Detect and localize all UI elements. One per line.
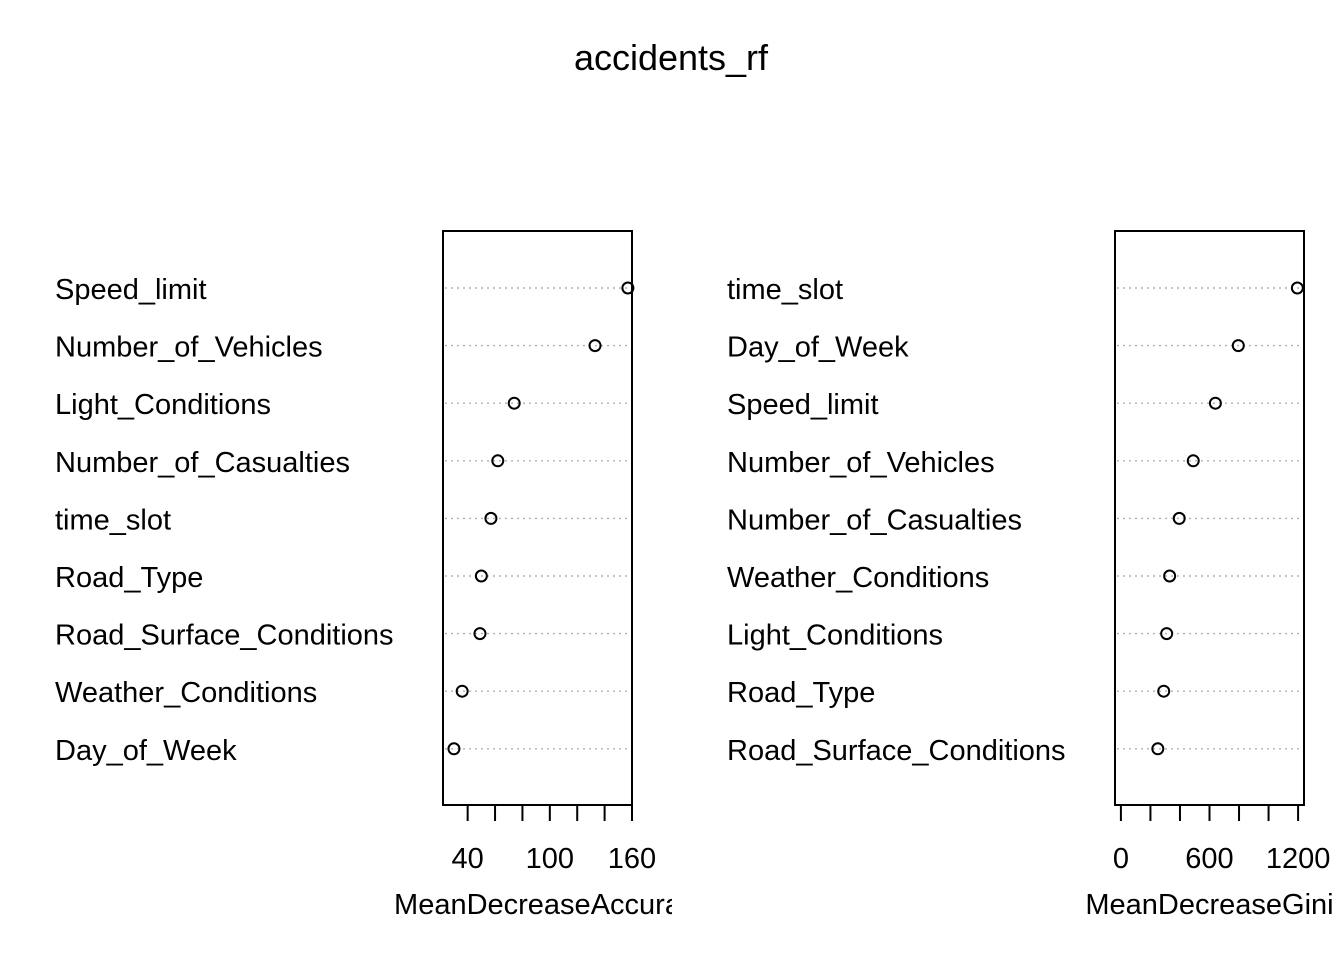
data-point bbox=[507, 396, 521, 410]
chart-title: accidents_rf bbox=[574, 37, 769, 78]
data-point bbox=[1186, 454, 1200, 468]
x-tick-label: 0 bbox=[1113, 843, 1129, 875]
plot-frame bbox=[442, 230, 633, 806]
variable-label: Number_of_Vehicles bbox=[55, 332, 323, 364]
x-axis-title: MeanDecreaseAccura bbox=[394, 889, 682, 921]
variable-label: time_slot bbox=[727, 274, 843, 306]
data-point bbox=[1208, 396, 1222, 410]
x-tick-label: 100 bbox=[526, 843, 574, 875]
variable-label: Road_Surface_Conditions bbox=[55, 620, 394, 652]
data-point bbox=[621, 281, 635, 295]
variable-label: Number_of_Casualties bbox=[55, 447, 350, 479]
variable-label: Speed_limit bbox=[55, 274, 207, 306]
variable-label: Weather_Conditions bbox=[727, 562, 989, 594]
variable-label: Road_Surface_Conditions bbox=[727, 735, 1066, 767]
variable-label: Speed_limit bbox=[727, 389, 879, 421]
data-point bbox=[473, 627, 487, 641]
chart-panels: Speed_limit Number_of_Vehicles Light_Condi… bbox=[55, 230, 1334, 921]
data-point bbox=[1172, 511, 1186, 525]
data-point bbox=[1151, 742, 1165, 756]
data-point bbox=[588, 339, 602, 353]
data-point bbox=[1157, 684, 1171, 698]
plot-frame bbox=[1114, 230, 1305, 806]
variable-label: Number_of_Casualties bbox=[727, 504, 1022, 536]
x-tick-label: 160 bbox=[608, 843, 656, 875]
variable-label: time_slot bbox=[55, 504, 171, 536]
variable-label: Light_Conditions bbox=[55, 389, 271, 421]
x-tick-label: 40 bbox=[452, 843, 484, 875]
dot-chart-panel-2: time_slot Day_of_Week Speed_limit Number_of… bbox=[727, 230, 1334, 921]
variable-label: Day_of_Week bbox=[727, 332, 909, 364]
data-point bbox=[1231, 339, 1245, 353]
x-tick-label: 1200 bbox=[1266, 843, 1331, 875]
variable-label: Road_Type bbox=[55, 562, 203, 594]
dot-chart-panel-1: Speed_limit Number_of_Vehicles Light_Condi… bbox=[55, 230, 682, 921]
variable-label: Light_Conditions bbox=[727, 620, 943, 652]
x-tick-label: 600 bbox=[1185, 843, 1233, 875]
data-point bbox=[474, 569, 488, 583]
variable-label: Day_of_Week bbox=[55, 735, 237, 767]
variable-label: Road_Type bbox=[727, 677, 875, 709]
data-point bbox=[1290, 281, 1304, 295]
variable-label: Number_of_Vehicles bbox=[727, 447, 995, 479]
data-point bbox=[447, 742, 461, 756]
data-point bbox=[1160, 627, 1174, 641]
variable-label: Weather_Conditions bbox=[55, 677, 317, 709]
data-point bbox=[455, 684, 469, 698]
data-point bbox=[1163, 569, 1177, 583]
data-point bbox=[491, 454, 505, 468]
data-point bbox=[484, 511, 498, 525]
x-axis-title: MeanDecreaseGini bbox=[1085, 889, 1333, 921]
